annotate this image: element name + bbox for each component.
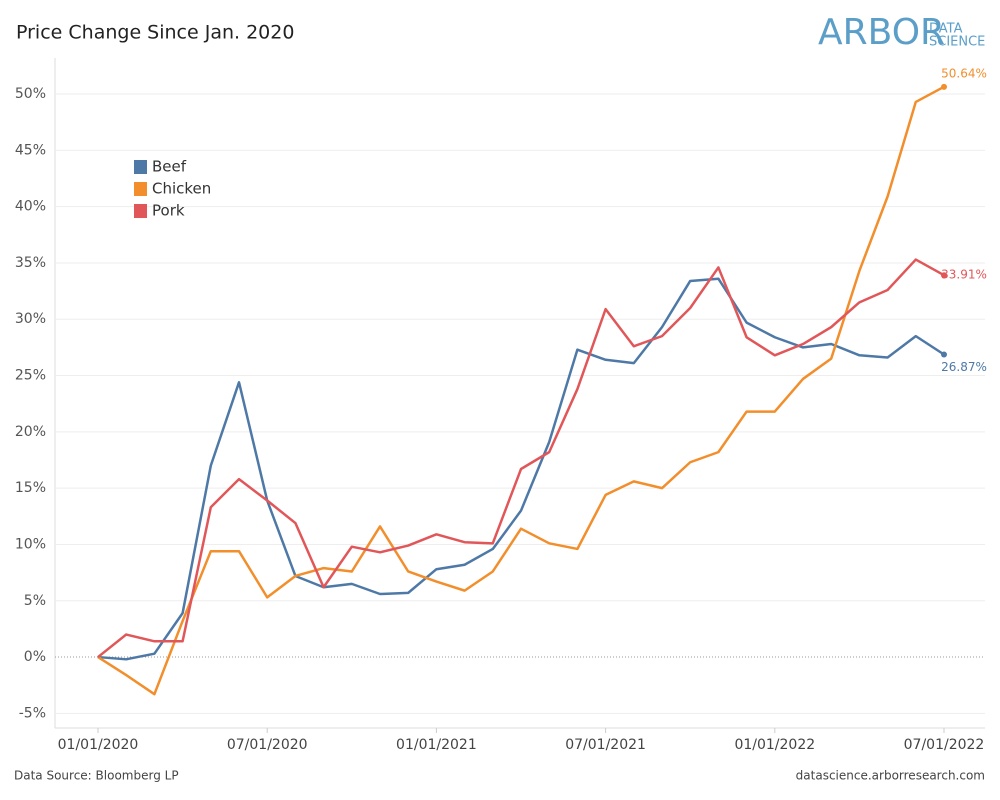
y-tick-label: 15% bbox=[15, 480, 46, 496]
source: Data Source: Bloomberg LP bbox=[14, 769, 179, 783]
legend-swatch bbox=[134, 182, 147, 196]
chart-title: Price Change Since Jan. 2020 bbox=[16, 22, 294, 44]
x-tick-label: 07/01/2022 bbox=[904, 737, 985, 753]
x-tick-label: 01/01/2021 bbox=[396, 737, 477, 753]
x-tick-label: 01/01/2022 bbox=[734, 737, 815, 753]
y-tick-label: 40% bbox=[15, 199, 46, 215]
x-tick-label: 07/01/2021 bbox=[565, 737, 646, 753]
y-tick-label: 10% bbox=[15, 536, 46, 552]
legend-label: Chicken bbox=[152, 180, 211, 198]
end-point bbox=[941, 351, 947, 358]
end-point bbox=[941, 272, 947, 279]
series-line bbox=[97, 258, 945, 659]
x-tick-label: 01/01/2020 bbox=[58, 737, 139, 753]
data-label: 50.64% bbox=[941, 66, 987, 80]
y-tick-label: 5% bbox=[24, 593, 46, 609]
y-tick-label: 20% bbox=[15, 424, 46, 440]
series-line bbox=[97, 85, 945, 696]
logo-main: ARBOR bbox=[818, 12, 945, 53]
y-tick-label: 50% bbox=[15, 86, 46, 102]
website: datascience.arborresearch.com bbox=[796, 769, 985, 783]
y-tick-label: 35% bbox=[15, 255, 46, 271]
legend-swatch bbox=[134, 160, 147, 174]
legend-swatch bbox=[134, 204, 147, 218]
y-tick-label: 25% bbox=[15, 368, 46, 384]
logo-line1: DATA bbox=[929, 22, 963, 37]
legend-label: Pork bbox=[152, 202, 185, 220]
end-point bbox=[941, 83, 947, 90]
legend-label: Beef bbox=[152, 158, 187, 176]
logo-line2: SCIENCE bbox=[929, 35, 985, 50]
x-tick-label: 07/01/2020 bbox=[227, 737, 308, 753]
data-label: 26.87% bbox=[941, 360, 987, 374]
y-tick-label: 30% bbox=[15, 311, 46, 327]
y-tick-label: -5% bbox=[19, 705, 46, 721]
y-tick-label: 45% bbox=[15, 142, 46, 158]
y-tick-label: 0% bbox=[24, 649, 46, 665]
series-line bbox=[97, 277, 945, 661]
data-label: 33.91% bbox=[941, 268, 987, 282]
